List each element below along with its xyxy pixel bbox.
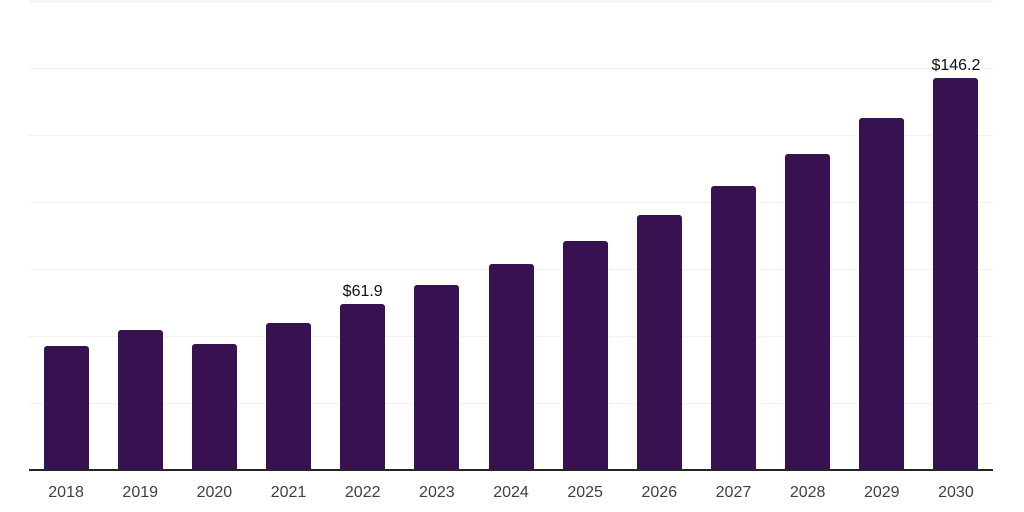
x-tick-2022: 2022 bbox=[344, 484, 381, 501]
bar-2019 bbox=[117, 329, 163, 470]
bar-2028 bbox=[785, 153, 831, 470]
bar-2025 bbox=[562, 240, 608, 470]
bar-2029 bbox=[859, 117, 905, 470]
bar-2027 bbox=[710, 185, 756, 470]
x-tick-2023: 2023 bbox=[419, 484, 455, 501]
bar-2021 bbox=[266, 322, 312, 470]
x-tick-2029: 2029 bbox=[863, 484, 900, 501]
x-tick-2021: 2021 bbox=[270, 484, 307, 501]
bar-2023 bbox=[414, 285, 460, 470]
gridline bbox=[29, 202, 993, 203]
gridline bbox=[29, 0, 993, 3]
x-tick-2026: 2026 bbox=[641, 484, 678, 501]
gridline bbox=[29, 135, 993, 136]
x-tick-2020: 2020 bbox=[196, 484, 233, 501]
x-axis-line bbox=[29, 469, 993, 471]
data-label-2030: $146.2 bbox=[931, 57, 981, 75]
bar-2018 bbox=[43, 345, 89, 470]
x-tick-2019: 2019 bbox=[122, 484, 159, 501]
x-tick-2028: 2028 bbox=[789, 484, 826, 501]
data-label-2022: $61.9 bbox=[342, 283, 383, 301]
x-tick-2027: 2027 bbox=[715, 484, 752, 501]
x-tick-2025: 2025 bbox=[567, 484, 603, 501]
gridline bbox=[29, 68, 993, 69]
bar-2024 bbox=[488, 264, 534, 470]
x-tick-2018: 2018 bbox=[48, 484, 84, 501]
bar-2022 bbox=[340, 304, 386, 470]
bar-2020 bbox=[191, 343, 237, 470]
x-tick-2030: 2030 bbox=[938, 484, 974, 501]
x-tick-2024: 2024 bbox=[493, 484, 529, 501]
bar-2030 bbox=[933, 78, 979, 470]
bar-2026 bbox=[636, 214, 682, 470]
